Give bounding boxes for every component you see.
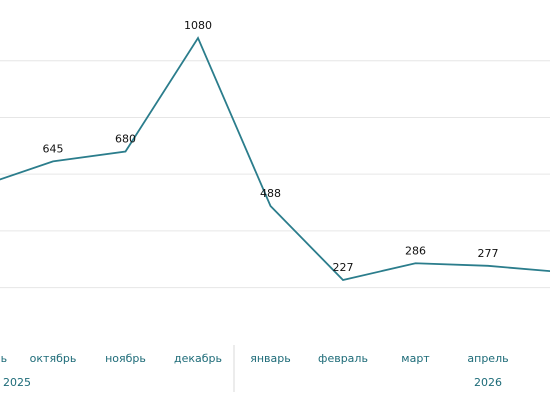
- value-label: 645: [43, 142, 64, 155]
- x-tick-label: ноябрь: [105, 352, 146, 365]
- value-label: 227: [333, 261, 354, 274]
- x-tick-label: октябрь: [30, 352, 77, 365]
- value-label: 1080: [184, 19, 212, 32]
- year-label: 2025: [3, 376, 31, 389]
- value-label: 488: [260, 187, 281, 200]
- x-tick-label: сентябрь: [0, 352, 7, 365]
- data-line: [0, 36, 550, 281]
- x-tick-label: апрель: [467, 352, 508, 365]
- year-label: 2026: [474, 376, 502, 389]
- x-tick-label: декабрь: [174, 352, 222, 365]
- value-label: 680: [115, 132, 136, 145]
- x-tick-label: январь: [250, 352, 291, 365]
- x-tick-label: март: [401, 352, 430, 365]
- value-label: 277: [478, 247, 499, 260]
- value-label: 286: [405, 244, 426, 257]
- x-tick-label: февраль: [318, 352, 368, 365]
